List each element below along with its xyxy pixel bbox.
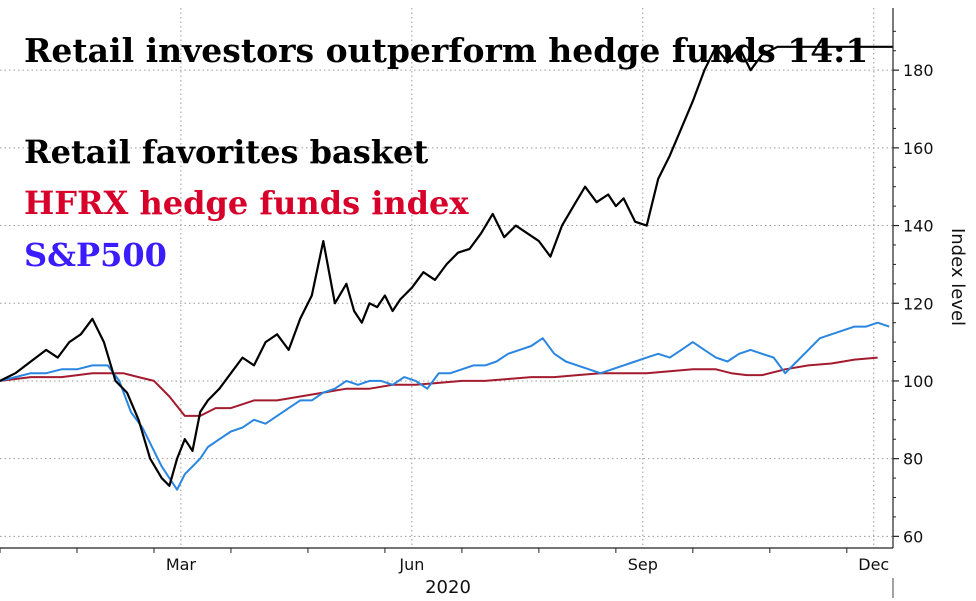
y-tick-label: 140: [903, 217, 934, 236]
legend-retail: Retail favorites basket: [24, 133, 428, 171]
x-ticks: Mar Jun Sep Dec: [0, 548, 889, 574]
y-tick-label: 120: [903, 294, 934, 313]
chart-title: Retail investors outperform hedge funds …: [24, 31, 868, 70]
series-line-s-p500: [0, 321, 890, 491]
y-tick-label: 80: [903, 450, 923, 469]
year-label: 2020: [425, 577, 471, 598]
x-tick-label: Jun: [398, 555, 424, 574]
series-layer: [0, 45, 893, 491]
legend-hfrx: HFRX hedge funds index: [24, 184, 469, 222]
y-ticks: 60 80 100 120 140 160 180: [893, 30, 934, 546]
y-tick-label: 60: [903, 527, 923, 546]
x-tick-label: Mar: [166, 555, 197, 574]
y-tick-label: 100: [903, 372, 934, 391]
x-tick-label: Sep: [628, 555, 658, 574]
x-tick-label: Dec: [858, 555, 889, 574]
series-line-hfrx-hedge-funds-index: [0, 356, 878, 417]
y-tick-label: 160: [903, 139, 934, 158]
y-axis-label: Index level: [947, 228, 968, 326]
legend-sp500: S&P500: [24, 236, 167, 274]
gridlines: [0, 8, 893, 548]
series-line-retail-favorites-basket: [0, 45, 893, 487]
y-tick-label: 180: [903, 61, 934, 80]
